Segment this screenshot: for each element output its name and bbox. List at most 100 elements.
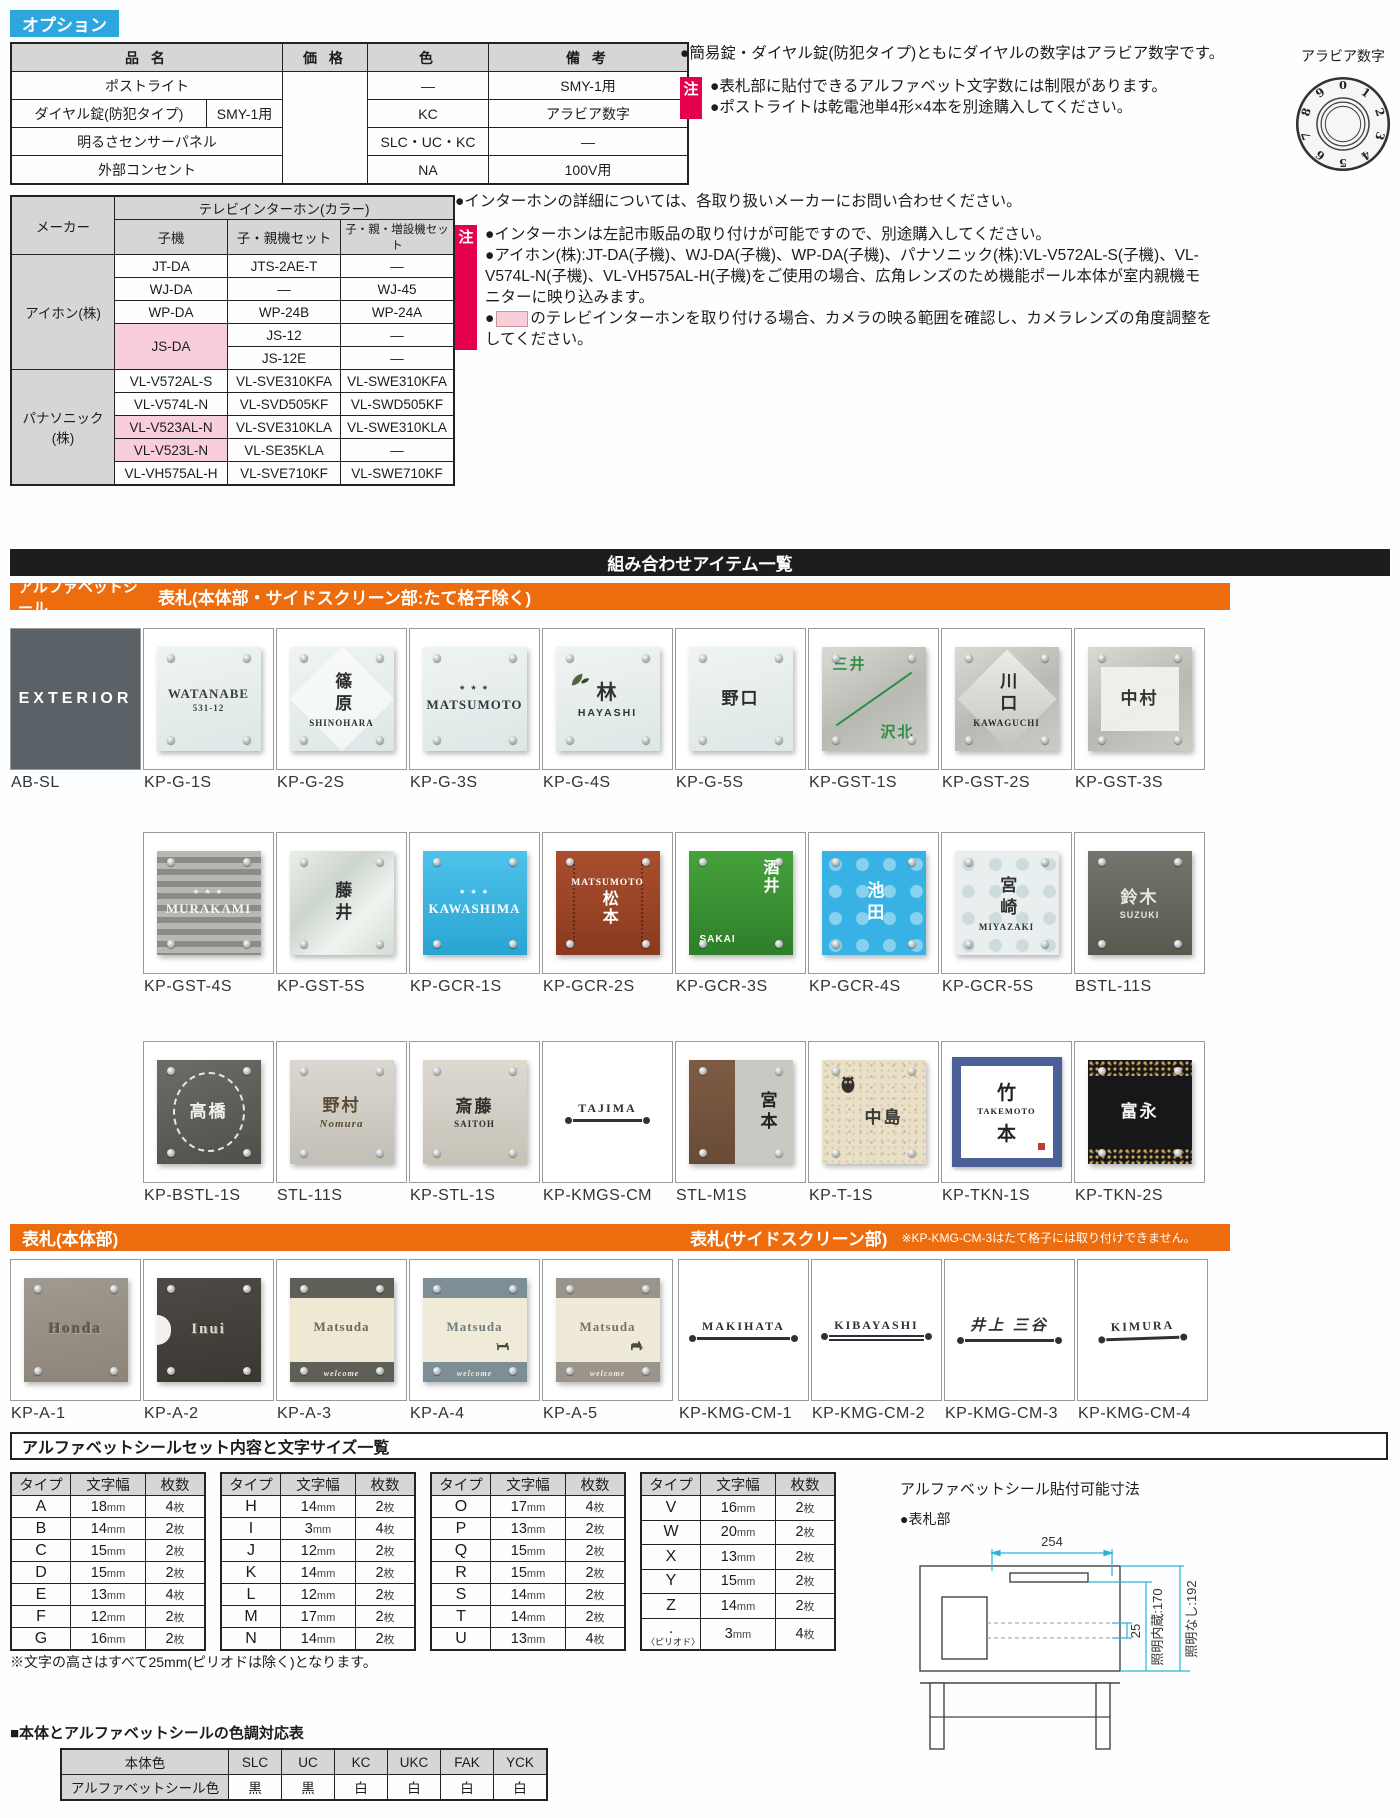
letter-type: . [668,1620,674,1638]
svg-text:7: 7 [1298,130,1314,142]
plate-subname: welcome [323,1369,360,1378]
plate-name: Inui [191,1321,226,1338]
letter-width: 17 [300,1608,317,1625]
letter-width: 14 [510,1608,527,1625]
letter-row: A 18mm 4枚 [10,1495,206,1518]
section-bar-nameplates: 表札(本体部・サイドスクリーン部:たて格子除く) [146,583,1230,610]
pin-icon [508,1149,517,1157]
letter-row: J 12mm 2枚 [220,1539,416,1562]
product-tile: * * * MATSUMOTO KP-G-3S [409,628,540,792]
letter-count: 4 [585,1498,594,1515]
product-code: KP-GCR-2S [543,978,635,995]
col-width: 文字幅 [70,1472,146,1496]
product-photo: 富永 [1074,1041,1205,1183]
plate-name: Matsuda [313,1318,370,1334]
letter-count: 2 [795,1597,804,1614]
pin-icon [299,1285,308,1293]
product-photo: 川口 KAWAGUCHI [941,628,1072,770]
nameplate: 宮本 [688,1060,793,1164]
letter-type: G [34,1629,48,1647]
pin-icon [641,736,650,744]
pink-swatch [496,310,529,327]
diagram-title: アルファベットシール貼付可能寸法 [900,1481,1140,1498]
product-code: KP-KMG-CM-1 [679,1405,793,1422]
letter-type: X [665,1547,677,1565]
letter-width: 14 [510,1586,527,1603]
letter-row: U 13mm 4枚 [430,1627,626,1651]
pin-icon [698,858,707,866]
letter-size-table: タイプ 文字幅 枚数 V 16mm 2枚 W 20mm 2枚 X 13mm 2枚… [640,1472,836,1651]
pin-icon [1040,654,1049,662]
pin-icon [964,940,973,948]
product-code: KP-KMGS-CM [543,1187,652,1204]
product-code: KP-G-4S [543,774,611,791]
product-photo: * * * MURAKAMI [143,832,274,974]
pin-icon [1173,1149,1182,1157]
col-price: 価 格 [282,42,368,72]
pin-icon [641,1367,650,1375]
pin-icon [1173,1067,1182,1075]
nameplate: 宮崎 MIYAZAKI [954,851,1059,955]
col-color: 色 [367,42,489,72]
color-table-title: ■本体とアルファベットシールの色調対応表 [10,1725,304,1742]
plate-name: 井上 三谷 [957,1318,1062,1344]
plate-subname: SAITOH [454,1118,495,1129]
nameplate: 池田 [821,851,926,955]
letter-width: 17 [510,1498,527,1515]
product-tile: 藤井 KP-GST-5S [276,832,407,996]
plate-subname: 沢北 [880,724,915,741]
letter-row: G 16mm 2枚 [10,1627,206,1651]
letter-type: C [35,1541,47,1559]
letter-row: F 12mm 2枚 [10,1605,206,1628]
pin-icon [831,1149,840,1157]
product-tile: EXTERIOR AB-SL [10,628,141,792]
dimension-diagram: アルファベットシール貼付可能寸法 ●表札部 [900,1478,1340,1761]
product-tile: 三井 沢北 KP-GST-1S [808,628,939,792]
pin-icon [375,1149,384,1157]
pin-icon [964,736,973,744]
section-bar-side-screen: 表札(サイドスクリーン部) ※KP-KMG-CM-3はたて格子には取り付けできま… [678,1224,1230,1251]
pin-icon [166,1367,175,1375]
plate-name: 高橋 [189,1102,228,1122]
letter-row: P 13mm 2枚 [430,1517,626,1540]
nameplate: 鈴木 SUZUKI [1087,851,1192,955]
product-photo: 鈴木 SUZUKI [1074,832,1205,974]
product-tile: MATSUMOTO 松本 KP-GCR-2S [542,832,673,996]
product-code: KP-TKN-1S [942,1187,1031,1204]
pin-icon [641,858,650,866]
note-line: ●ポストライトは乾電池単4形×4本を別途購入してください。 [710,98,1133,116]
product-code: KP-G-5S [676,774,744,791]
pin-icon [1040,940,1049,948]
letter-count: 2 [795,1548,804,1565]
nameplate: TAJIMA [549,1054,666,1170]
nameplate: KIMURA [1084,1272,1201,1388]
product-tile: 高橋 KP-BSTL-1S [143,1041,274,1205]
plate-name: 野口 [721,689,760,709]
pin-icon [375,1285,384,1293]
col-width: 文字幅 [490,1472,566,1496]
col-count: 枚数 [775,1472,836,1496]
pin-icon [299,940,308,948]
plate-name: TAKEMOTO [977,1106,1036,1117]
product-tile: 斎藤 SAITOH KP-STL-1S [409,1041,540,1205]
pin-icon [831,736,840,744]
letter-type: H [245,1497,257,1515]
note-line: ●アイホン(株):JT-DA(子機)、WJ-DA(子機)、WP-DA(子機)、パ… [485,246,1201,306]
letter-row: R 15mm 2枚 [430,1561,626,1584]
pin-icon [907,1149,916,1157]
plate-name: 鈴木 [1120,888,1159,908]
nameplate: EXTERIOR [11,629,140,769]
product-tile: * * * MURAKAMI KP-GST-4S [143,832,274,996]
pin-icon [375,1067,384,1075]
plate-subname: Nomura [319,1117,364,1130]
pin-icon [508,1067,517,1075]
plate-name: 三井 [832,656,867,673]
plate-name: MATSUMOTO [426,696,523,712]
nameplate: 林 HAYASHI [555,647,660,751]
letter-row: M 17mm 2枚 [220,1605,416,1628]
letter-count: 2 [585,1608,594,1625]
product-photo: * * * MATSUMOTO [409,628,540,770]
letter-width: 3 [724,1625,733,1642]
letter-type: T [456,1607,466,1625]
